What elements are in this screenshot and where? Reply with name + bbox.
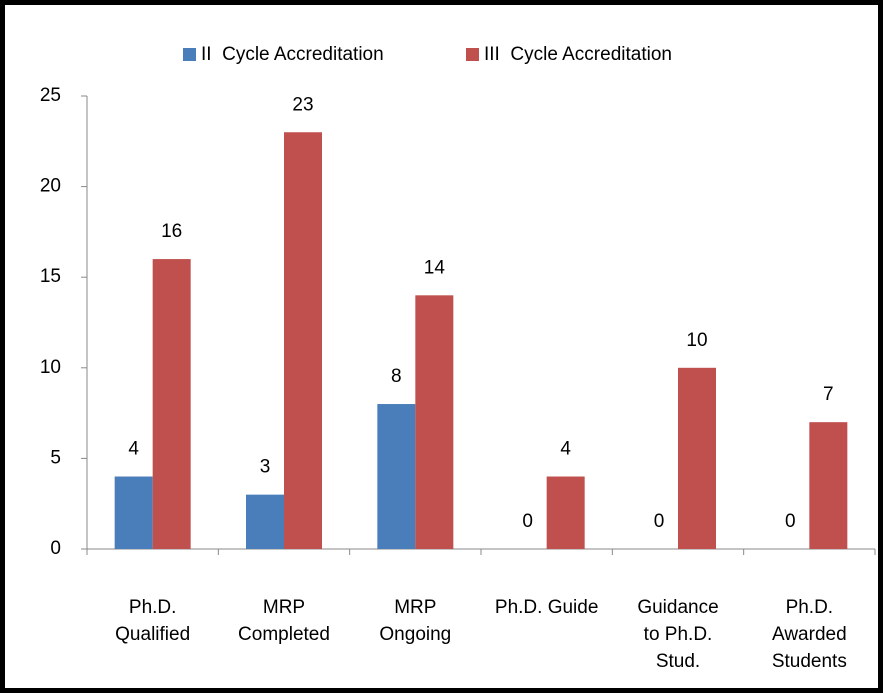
bar (546, 476, 585, 549)
x-tick-label: MRP Ongoing (379, 597, 452, 645)
data-label: 4 (560, 439, 571, 460)
bar (152, 259, 191, 549)
data-label: 0 (785, 511, 796, 532)
bar (284, 132, 322, 549)
y-tick-label: 5 (50, 447, 61, 468)
legend-swatch (183, 48, 196, 61)
chart-canvas: 0 5 10 15 20 25 4 16 3 23 8 14 0 4 0 10 0 7 II Cycle Accre… (40, 44, 876, 559)
data-label: 16 (161, 221, 182, 242)
legend-swatch (466, 48, 479, 61)
data-label: 14 (424, 257, 446, 278)
y-tick-label: 0 (50, 538, 61, 559)
y-tick-label: 20 (40, 176, 61, 197)
x-tick-label: Ph.D. Qualified (115, 597, 191, 645)
legend-label: II Cycle Accreditation (201, 44, 384, 65)
data-label: 3 (260, 457, 271, 478)
bar (114, 476, 153, 549)
data-label: 0 (522, 511, 533, 532)
bar (809, 422, 848, 549)
data-label: 8 (391, 366, 402, 387)
y-tick-label: 15 (40, 266, 61, 287)
bar (377, 404, 416, 549)
x-tick-label: Ph.D. Guide (494, 597, 599, 618)
data-label: 0 (654, 511, 665, 532)
x-tick-label: Guidance to Ph.D. Stud. (637, 597, 719, 672)
data-label: 23 (292, 94, 313, 115)
data-label: 7 (823, 384, 834, 405)
bar (246, 494, 284, 549)
bar (678, 367, 716, 549)
x-tick-label: Ph.D. Awarded Students (771, 597, 847, 672)
data-label: 10 (686, 330, 707, 351)
x-tick-label: MRP Completed (238, 597, 330, 645)
y-tick-label: 10 (40, 357, 61, 378)
legend-label: III Cycle Accreditation (484, 44, 672, 65)
y-tick-label: 25 (40, 85, 61, 106)
data-label: 4 (128, 439, 139, 460)
bar (415, 295, 454, 549)
